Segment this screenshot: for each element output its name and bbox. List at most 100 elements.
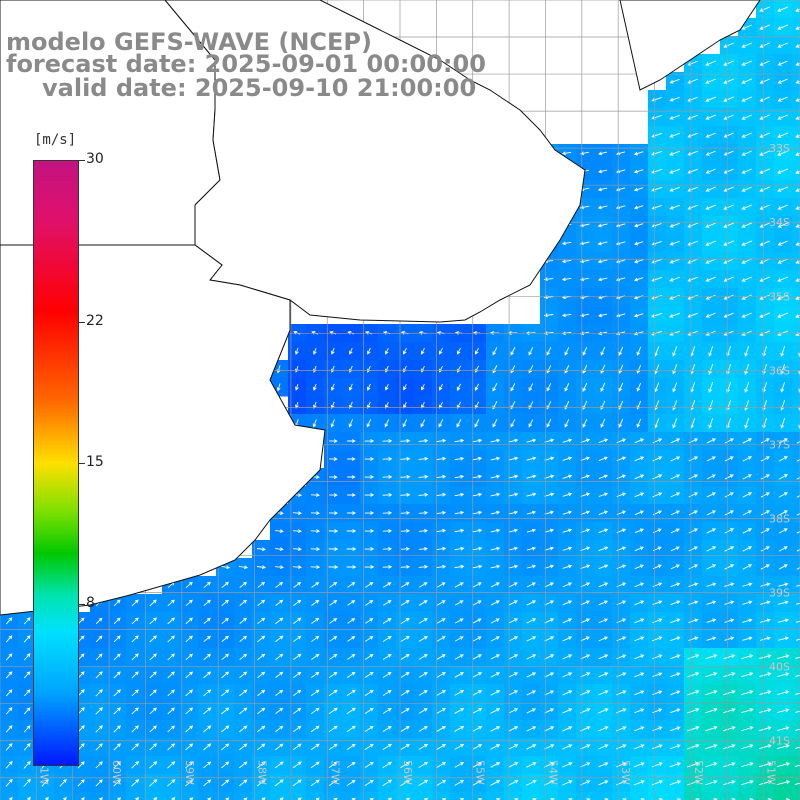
wind-arrow	[724, 438, 735, 444]
wind-arrow	[382, 743, 392, 750]
wind-arrow	[723, 276, 734, 282]
wind-arrow	[777, 654, 790, 659]
wind-arrow	[759, 42, 770, 48]
field-cell	[432, 792, 451, 800]
wind-arrow	[257, 707, 266, 715]
wind-arrow	[220, 565, 231, 570]
field-cell	[792, 450, 800, 469]
wind-arrow	[382, 761, 393, 769]
wind-arrow	[634, 672, 645, 678]
wind-arrow	[5, 689, 13, 697]
wind-arrow	[562, 492, 573, 497]
field-cell	[738, 792, 757, 800]
wind-arrow	[454, 492, 465, 497]
wind-arrow	[562, 618, 573, 624]
wind-arrow	[742, 582, 753, 587]
field-cell	[180, 792, 199, 800]
wind-arrow	[221, 725, 230, 733]
wind-arrow	[651, 168, 663, 174]
wind-arrow	[400, 528, 410, 533]
wind-arrow	[310, 779, 320, 787]
wind-arrow	[23, 689, 31, 697]
field-cell	[666, 792, 685, 800]
wind-arrow	[562, 708, 573, 714]
wind-arrow	[456, 365, 461, 373]
wind-arrow	[564, 364, 570, 374]
wind-arrow	[742, 600, 753, 605]
wind-arrow	[654, 364, 660, 375]
wind-arrow	[744, 399, 750, 411]
wind-arrow	[510, 383, 516, 392]
wind-arrow	[633, 259, 644, 264]
wind-arrow	[796, 602, 800, 605]
wind-arrow	[167, 653, 176, 661]
wind-arrow	[330, 347, 335, 355]
wind-arrow	[526, 456, 537, 461]
wind-arrow	[418, 510, 429, 515]
wind-arrow	[526, 672, 537, 678]
wind-arrow	[400, 743, 410, 750]
wind-arrow	[742, 618, 753, 623]
wind-arrow	[364, 671, 374, 678]
wind-arrow	[597, 708, 609, 714]
wind-arrow	[796, 441, 800, 444]
wind-arrow	[544, 438, 555, 443]
wind-arrow	[760, 618, 771, 623]
wind-arrow	[113, 761, 121, 769]
wind-arrow	[562, 438, 573, 443]
wind-arrow	[669, 762, 681, 768]
wind-arrow	[256, 761, 266, 769]
wind-arrow	[652, 474, 663, 480]
wind-arrow	[544, 690, 555, 696]
wind-arrow	[633, 313, 644, 318]
wind-arrow	[328, 689, 338, 697]
wind-arrow	[597, 205, 608, 210]
wind-arrow	[364, 761, 374, 769]
wind-arrow	[203, 635, 211, 643]
field-cell	[144, 792, 163, 800]
wind-arrow	[651, 132, 663, 138]
wind-arrow	[382, 456, 393, 461]
wind-arrow	[544, 546, 555, 551]
colorbar-tick-line	[79, 463, 85, 464]
wind-arrow	[669, 96, 680, 102]
wind-arrow	[634, 744, 645, 750]
wind-arrow	[293, 617, 302, 625]
wind-arrow	[778, 492, 788, 498]
lat-label: 34S	[769, 216, 790, 229]
wind-arrow	[472, 726, 483, 732]
wind-arrow	[706, 564, 717, 570]
wind-arrow	[562, 528, 573, 533]
wind-arrow	[221, 743, 230, 751]
field-cell	[792, 702, 800, 721]
field-cell	[792, 594, 800, 613]
wind-arrow	[490, 636, 500, 642]
wind-arrow	[131, 689, 139, 697]
wind-arrow	[400, 726, 410, 732]
wind-arrow	[438, 347, 443, 355]
field-cell	[414, 792, 433, 800]
wind-arrow	[562, 762, 573, 768]
wind-arrow	[778, 474, 789, 480]
wind-arrow	[723, 258, 735, 264]
wind-arrow	[669, 114, 680, 120]
wind-arrow	[687, 690, 700, 696]
wind-arrow	[705, 690, 718, 696]
wind-arrow	[722, 708, 736, 714]
wind-arrow	[510, 419, 516, 428]
wind-arrow	[149, 743, 158, 751]
wind-arrow	[544, 636, 555, 642]
field-cell	[792, 54, 800, 73]
wind-arrow	[672, 382, 678, 393]
wind-arrow	[508, 672, 519, 678]
wind-arrow	[328, 529, 339, 533]
wind-arrow	[490, 672, 501, 678]
wind-arrow	[759, 672, 772, 678]
coastline	[0, 0, 761, 616]
field-cell	[54, 792, 73, 800]
wind-arrow	[759, 222, 770, 228]
lat-label: 41S	[769, 735, 790, 748]
wind-arrow	[741, 240, 753, 246]
wind-arrow	[203, 671, 212, 679]
wind-arrow	[95, 671, 103, 679]
